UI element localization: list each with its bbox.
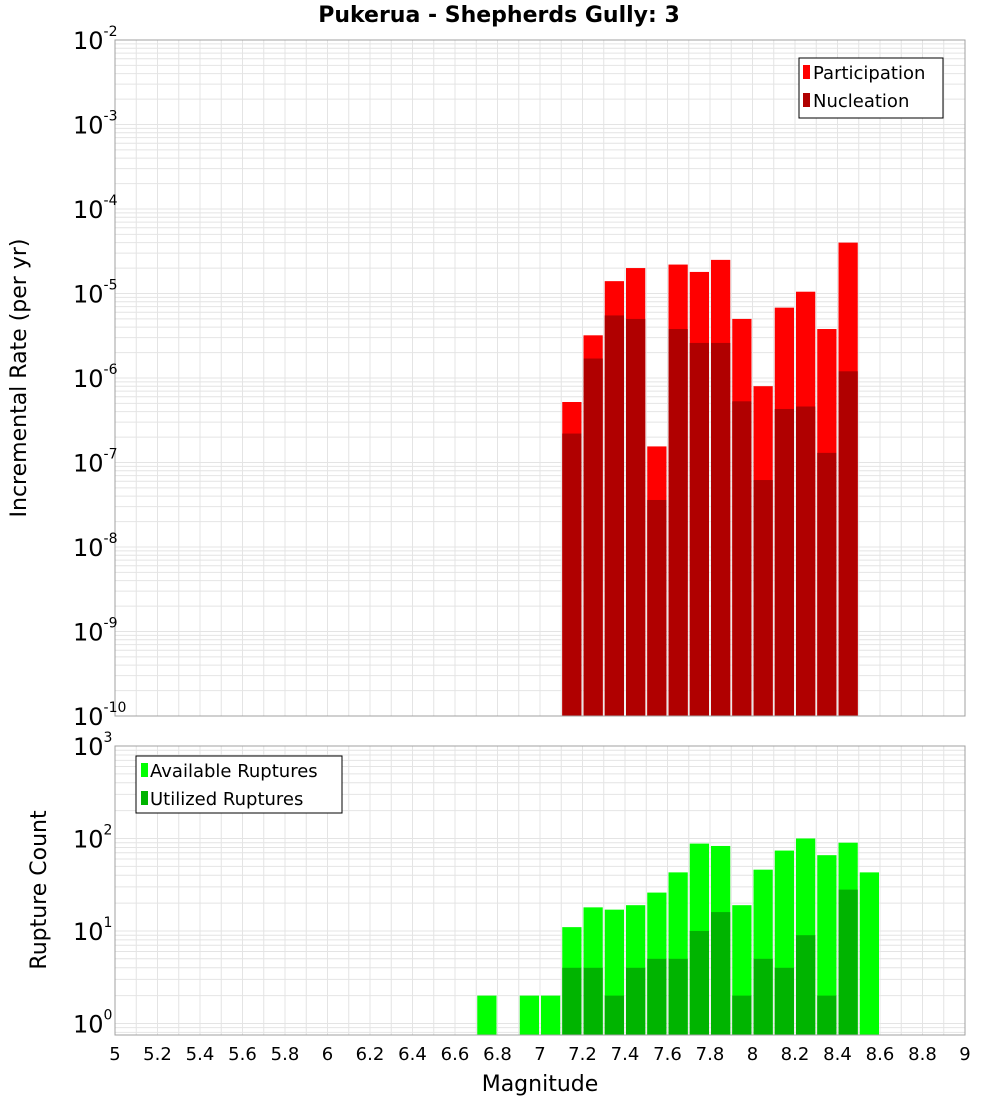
utilized-bar: [753, 958, 773, 1035]
nucleation-bar: [647, 499, 667, 716]
utilized-bar: [796, 935, 816, 1035]
x-tick-label: 6: [322, 1044, 333, 1065]
x-tick-label: 7.8: [696, 1044, 725, 1065]
x-tick-label: 8.8: [908, 1044, 937, 1065]
available-bar: [541, 995, 561, 1035]
utilized-bar: [562, 967, 582, 1035]
x-tick-label: 7: [534, 1044, 545, 1065]
nucleation-bar: [626, 318, 646, 716]
top-y-tick-label: 10-6: [73, 362, 118, 393]
utilized-bar: [774, 967, 794, 1035]
legend-label-utilized: Utilized Ruptures: [150, 789, 303, 810]
x-tick-label: 9: [959, 1044, 970, 1065]
utilized-bar: [838, 889, 858, 1035]
top-y-tick-label: 10-4: [73, 193, 118, 224]
utilized-bar: [732, 995, 752, 1035]
x-tick-label: 7.4: [611, 1044, 640, 1065]
nucleation-bar: [732, 401, 752, 716]
bottom-plot-frame: [114, 745, 966, 1036]
nucleation-bar: [562, 433, 582, 716]
top-y-tick-label: 10-7: [73, 447, 118, 478]
bottom-y-tick-label: 102: [73, 822, 112, 853]
bottom-y-axis-label: Rupture Count: [27, 810, 52, 970]
x-tick-label: 5: [109, 1044, 120, 1065]
utilized-bar: [711, 912, 731, 1035]
legend-label-available: Available Ruptures: [150, 761, 318, 782]
bottom-y-tick-label: 100: [73, 1007, 112, 1038]
nucleation-bar: [838, 371, 858, 716]
top-y-tick-label: 10-3: [73, 109, 118, 140]
x-tick-label: 5.8: [271, 1044, 300, 1065]
bottom-bars: [477, 838, 879, 1035]
utilized-bar: [668, 958, 688, 1035]
bottom-grid: [114, 746, 966, 1035]
x-tick-label: 8.6: [866, 1044, 895, 1065]
bottom-legend-box: [135, 755, 343, 814]
x-tick-label: 6.8: [483, 1044, 512, 1065]
top-grid: [114, 40, 966, 717]
x-tick-label: 5.4: [186, 1044, 215, 1065]
top-bars: [562, 242, 858, 717]
legend-label-nucleation: Nucleation: [813, 91, 909, 112]
utilized-bar: [626, 967, 646, 1035]
top-y-tick-label: 10-5: [73, 278, 118, 309]
legend-swatch-nucleation: [803, 93, 810, 107]
bottom-y-tick-label: 103: [73, 730, 112, 761]
utilized-bar: [689, 930, 709, 1035]
bottom-legend: Available Ruptures Utilized Ruptures: [135, 755, 343, 814]
x-tick-label: 8: [747, 1044, 758, 1065]
available-bar: [477, 995, 497, 1035]
x-tick-label: 6.2: [356, 1044, 385, 1065]
utilized-bar: [647, 958, 667, 1035]
x-tick-label: 5.6: [228, 1044, 257, 1065]
nucleation-bar: [583, 358, 603, 716]
utilized-bar: [817, 995, 837, 1035]
legend-swatch-utilized: [141, 791, 148, 805]
top-legend-box: [798, 57, 944, 119]
nucleation-bar: [753, 480, 773, 716]
top-y-tick-label: 10-2: [73, 24, 118, 55]
legend-swatch-available: [141, 763, 148, 777]
top-panel: 10-10 10-9 10-8 10-7 10-6 10-5 10-4 10-3 10-2 In…: [7, 24, 966, 731]
top-legend: Participation Nucleation: [798, 57, 944, 119]
x-tick-label: 7.2: [568, 1044, 597, 1065]
utilized-bar: [604, 995, 624, 1035]
nucleation-bar: [774, 408, 794, 716]
bottom-panel: 100 101 102 103 5 5.2 5.4 5.6 5.8 6 6.2 6.4 6.6 6.8 7…: [27, 730, 971, 1097]
legend-swatch-participation: [803, 65, 810, 79]
top-y-tick-label: 10-9: [73, 616, 118, 647]
top-plot-frame: [114, 39, 966, 717]
top-y-axis-label: Incremental Rate (per yr): [7, 239, 32, 518]
x-tick-label: 6.4: [398, 1044, 427, 1065]
x-axis-label: Magnitude: [482, 1072, 599, 1097]
nucleation-bar: [711, 342, 731, 716]
available-bar: [859, 872, 879, 1035]
bottom-y-tick-label: 101: [73, 915, 112, 946]
available-bar: [519, 995, 539, 1035]
available-bar: [817, 855, 837, 1035]
top-y-tick-label: 10-8: [73, 531, 118, 562]
x-tick-label: 5.2: [143, 1044, 172, 1065]
chart-title: Pukerua - Shepherds Gully: 3: [318, 3, 680, 28]
legend-label-participation: Participation: [813, 63, 925, 84]
nucleation-bar: [668, 329, 688, 716]
utilized-bar: [583, 967, 603, 1035]
bottom-y-ticks: 100 101 102 103: [73, 730, 112, 1038]
nucleation-bar: [604, 315, 624, 716]
nucleation-bar: [796, 406, 816, 716]
top-y-ticks: 10-10 10-9 10-8 10-7 10-6 10-5 10-4 10-3 10-2: [73, 24, 126, 731]
nucleation-bar: [817, 452, 837, 716]
nucleation-bar: [689, 342, 709, 716]
x-tick-label: 8.4: [823, 1044, 852, 1065]
x-tick-label: 7.6: [653, 1044, 682, 1065]
top-y-tick-label: 10-10: [73, 700, 126, 731]
x-tick-label: 6.6: [441, 1044, 470, 1065]
x-tick-label: 8.2: [781, 1044, 810, 1065]
x-ticks: 5 5.2 5.4 5.6 5.8 6 6.2 6.4 6.6 6.8 7 7.2 7.4 7.6 7.8 8…: [109, 1044, 970, 1065]
